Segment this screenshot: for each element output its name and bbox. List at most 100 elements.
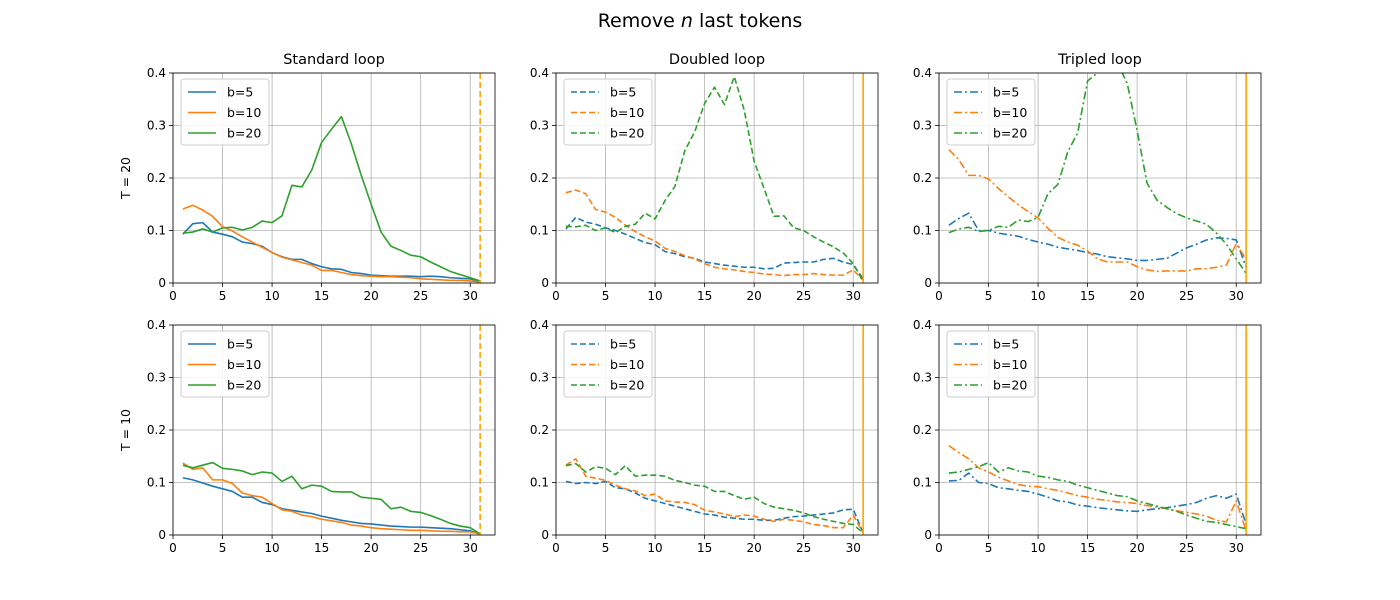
series-line-3 xyxy=(948,461,1247,530)
subplot-5: 0 5 10 15 20 25 30 0 0.1 0.2 0.3 0.4 b=5 b=10 b=20 xyxy=(530,318,879,555)
x-tick-label: 5 xyxy=(985,289,993,303)
x-tick-label: 5 xyxy=(602,289,610,303)
x-tick-label: 10 xyxy=(264,541,279,555)
x-tick-label: 15 xyxy=(314,541,329,555)
x-tick-label: 5 xyxy=(219,541,227,555)
data-layer xyxy=(565,73,864,283)
x-tick-label: 20 xyxy=(1130,289,1145,303)
legend-label-2: b=10 xyxy=(993,105,1027,120)
data-layer xyxy=(182,73,481,283)
y-tick-label: 0.1 xyxy=(913,476,932,490)
series-line-2 xyxy=(565,189,864,281)
legend-label-1: b=5 xyxy=(610,337,636,352)
y-tick-label: 0.4 xyxy=(913,318,932,332)
subplot-3: 0 5 10 15 20 25 30 0 0.1 0.2 0.3 0.4 Tripled loop b=5… xyxy=(913,52,1262,303)
x-tick-label: 0 xyxy=(169,541,177,555)
data-layer xyxy=(948,325,1247,535)
legend-label-1: b=5 xyxy=(227,337,253,352)
series-line-2 xyxy=(182,462,481,535)
series-line-2 xyxy=(948,445,1247,532)
x-tick-label: 10 xyxy=(1030,541,1045,555)
legend-box xyxy=(563,78,653,146)
y-tick-label: 0.4 xyxy=(913,66,932,80)
x-tick-label: 20 xyxy=(1130,541,1145,555)
legend: b=5 b=10 b=20 xyxy=(180,330,270,398)
data-layer xyxy=(182,325,481,535)
legend-label-3: b=20 xyxy=(610,126,644,141)
x-tick-label: 0 xyxy=(552,541,560,555)
y-tick-label: 0.3 xyxy=(530,119,549,133)
y-tick-label: 0 xyxy=(541,276,549,290)
y-tick-label: 0.1 xyxy=(530,224,549,238)
series-line-2 xyxy=(182,204,481,283)
legend-box xyxy=(180,330,270,398)
y-tick-label: 0.1 xyxy=(147,224,166,238)
x-tick-label: 20 xyxy=(747,289,762,303)
x-tick-label: 25 xyxy=(1179,289,1194,303)
subplot-6: 0 5 10 15 20 25 30 0 0.1 0.2 0.3 0.4 b=5 b=10 b=20 xyxy=(913,318,1262,555)
y-axis-label: T = 20 xyxy=(118,157,133,200)
x-tick-label: 5 xyxy=(602,541,610,555)
x-tick-label: 0 xyxy=(935,289,943,303)
legend-label-1: b=5 xyxy=(993,85,1019,100)
x-tick-label: 20 xyxy=(747,541,762,555)
y-tick-label: 0.1 xyxy=(913,224,932,238)
suptitle-prefix: Remove xyxy=(598,10,681,32)
x-tick-label: 5 xyxy=(985,541,993,555)
legend-label-2: b=10 xyxy=(610,357,644,372)
x-tick-label: 30 xyxy=(1229,541,1244,555)
legend-label-1: b=5 xyxy=(993,337,1019,352)
x-tick-label: 0 xyxy=(169,289,177,303)
y-tick-label: 0.2 xyxy=(147,171,166,185)
x-tick-label: 30 xyxy=(1229,289,1244,303)
legend-label-3: b=20 xyxy=(227,126,261,141)
legend-box xyxy=(946,330,1036,398)
y-tick-label: 0.2 xyxy=(530,423,549,437)
y-tick-label: 0.2 xyxy=(913,423,932,437)
series-line-3 xyxy=(565,75,864,282)
legend-label-3: b=20 xyxy=(993,378,1027,393)
x-tick-label: 25 xyxy=(796,289,811,303)
y-tick-label: 0.4 xyxy=(147,66,166,80)
series-line-1 xyxy=(182,476,481,535)
x-tick-label: 20 xyxy=(364,541,379,555)
x-tick-label: 15 xyxy=(314,289,329,303)
y-tick-label: 0 xyxy=(924,528,932,542)
legend: b=5 b=10 b=20 xyxy=(946,330,1036,398)
y-axis-label: T = 10 xyxy=(118,409,133,452)
series-line-3 xyxy=(948,73,1247,274)
x-tick-label: 25 xyxy=(413,289,428,303)
subplot-2: 0 5 10 15 20 25 30 0 0.1 0.2 0.3 0.4 Doubled loop b=5… xyxy=(530,52,879,303)
legend-label-3: b=20 xyxy=(610,378,644,393)
x-tick-label: 25 xyxy=(413,541,428,555)
x-tick-label: 0 xyxy=(935,541,943,555)
y-tick-label: 0.2 xyxy=(530,171,549,185)
legend-label-2: b=10 xyxy=(227,357,261,372)
series-line-2 xyxy=(948,149,1247,273)
data-layer xyxy=(565,325,864,535)
suptitle-suffix: last tokens xyxy=(693,10,802,32)
y-tick-label: 0.3 xyxy=(530,371,549,385)
subplot-grid: 0 5 10 15 20 25 30 0 0.1 0.2 0.3 0.4 Standard loop T … xyxy=(118,52,1262,555)
y-tick-label: 0.4 xyxy=(147,318,166,332)
x-tick-label: 10 xyxy=(1030,289,1045,303)
legend: b=5 b=10 b=20 xyxy=(180,78,270,146)
x-tick-label: 25 xyxy=(796,541,811,555)
subplot-title: Tripled loop xyxy=(1057,52,1142,68)
x-tick-label: 15 xyxy=(1080,289,1095,303)
x-tick-label: 30 xyxy=(846,541,861,555)
x-tick-label: 10 xyxy=(647,289,662,303)
legend: b=5 b=10 b=20 xyxy=(563,78,653,146)
x-tick-label: 15 xyxy=(1080,541,1095,555)
y-tick-label: 0.3 xyxy=(147,371,166,385)
x-tick-label: 30 xyxy=(463,541,478,555)
series-line-1 xyxy=(182,221,481,283)
legend-label-2: b=10 xyxy=(993,357,1027,372)
legend-label-1: b=5 xyxy=(227,85,253,100)
y-tick-label: 0.2 xyxy=(147,423,166,437)
x-tick-label: 10 xyxy=(647,541,662,555)
y-tick-label: 0 xyxy=(158,276,166,290)
x-tick-label: 10 xyxy=(264,289,279,303)
